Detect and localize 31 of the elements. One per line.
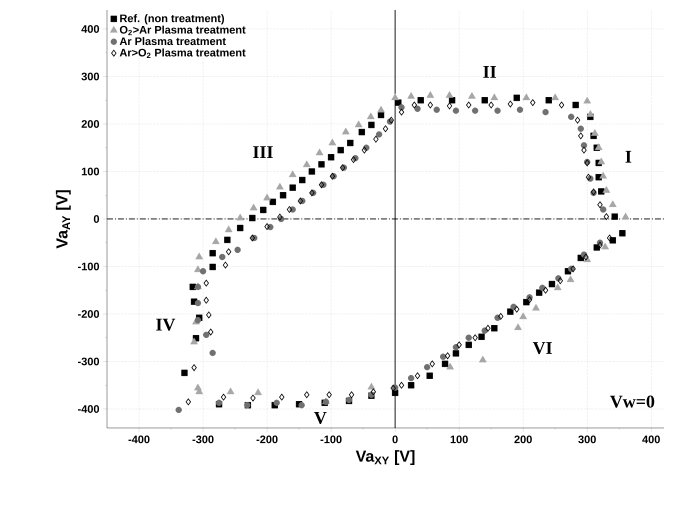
x-axis-title: Va$_{XY}$ [V] [356,450,414,465]
y-axis-title: Va$_{AY}$ [V] [56,190,71,249]
y-tick-label: -400 [78,405,100,413]
x-tick-label: -400 [128,436,150,444]
annotation: II [483,66,496,78]
y-tick-label: 100 [82,168,100,176]
y-tick-label: 400 [81,25,100,33]
y-tick-label: -300 [78,358,100,366]
annotation: Vw=0 [610,396,654,408]
x-tick-label: 200 [514,436,532,444]
legend-label: Ar>O$_{2}$ Plasma treatment [120,48,246,58]
annotation: III [253,146,273,158]
legend-label: Ref. (non treatment) [120,14,224,24]
x-tick-label: 400 [642,436,660,444]
legend-label: Ar Plasma treatment [120,37,226,46]
annotation: VI [532,342,552,354]
y-tick-label: -200 [78,310,100,318]
legend-label: O$_{2}$>Ar Plasma treatment [120,26,246,36]
x-tick-label: 0 [392,436,398,444]
x-tick-label: -200 [256,436,278,444]
x-tick-label: 100 [450,436,468,444]
x-tick-label: -100 [320,436,342,444]
x-tick-label: 300 [578,436,596,444]
y-tick-label: 300 [81,72,100,80]
annotation: I [625,150,632,163]
y-tick-label: -100 [78,262,100,270]
annotation: V [314,412,327,424]
annotation: IV [156,318,176,331]
x-tick-label: -300 [192,436,214,444]
y-tick-label: 200 [82,120,100,128]
y-tick-label: 0 [94,215,100,223]
